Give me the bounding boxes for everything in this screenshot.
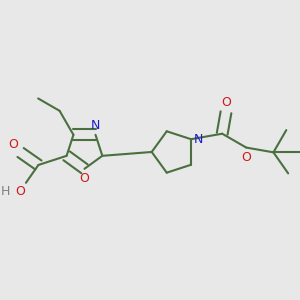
Text: O: O — [221, 96, 231, 109]
Text: O: O — [15, 185, 25, 198]
Text: O: O — [241, 152, 251, 164]
Text: O: O — [80, 172, 89, 185]
Text: O: O — [9, 137, 19, 151]
Text: N: N — [194, 133, 203, 146]
Text: H: H — [1, 185, 10, 198]
Text: N: N — [91, 119, 100, 132]
